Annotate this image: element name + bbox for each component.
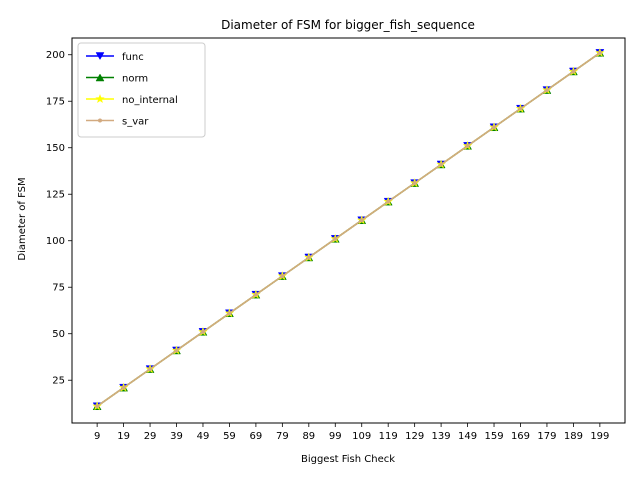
x-tick-label: 169 <box>511 431 530 442</box>
data-point <box>492 125 497 130</box>
legend: func norm no_internal s_var <box>77 42 206 138</box>
y-tick-label: 100 <box>46 236 65 247</box>
data-point <box>280 274 285 279</box>
x-tick-label: 29 <box>144 431 157 442</box>
legend-item: no_internal <box>86 94 178 106</box>
legend-label: no_internal <box>122 95 178 106</box>
x-tick-label: 199 <box>590 431 609 442</box>
x-tick-label: 39 <box>170 431 183 442</box>
legend-marker <box>95 73 105 82</box>
data-point <box>121 385 126 390</box>
legend-marker <box>95 94 105 103</box>
data-point <box>439 162 444 167</box>
x-axis-label: Biggest Fish Check <box>301 454 395 465</box>
legend-item: s_var <box>86 117 149 128</box>
axes-ticks: 9 19 29 39 49 59 69 79 89 99 109 119 129 139 149 159 169… <box>46 50 610 442</box>
x-tick-label: 99 <box>329 431 342 442</box>
data-point <box>386 199 391 204</box>
x-tick-label: 19 <box>117 431 130 442</box>
legend-item: func <box>86 52 144 63</box>
plot-area <box>92 47 605 411</box>
legend-item: norm <box>86 73 148 85</box>
plot-frame <box>71 37 626 424</box>
x-tick-label: 69 <box>250 431 263 442</box>
y-tick-label: 50 <box>52 329 65 340</box>
data-point <box>544 88 549 93</box>
legend-box <box>77 42 206 138</box>
data-point <box>359 218 364 223</box>
y-tick-label: 25 <box>52 376 65 387</box>
data-point <box>597 50 602 55</box>
x-tick-label: 9 <box>94 431 100 442</box>
data-point <box>333 236 338 241</box>
x-tick-label: 109 <box>352 431 371 442</box>
data-point <box>200 329 205 334</box>
y-tick-label: 200 <box>46 50 65 61</box>
x-tick-label: 179 <box>537 431 556 442</box>
x-tick-label: 189 <box>564 431 583 442</box>
chart-title: Diameter of FSM for bigger_fish_sequence <box>221 18 475 32</box>
y-tick-label: 75 <box>52 283 65 294</box>
x-tick-label: 59 <box>223 431 236 442</box>
data-point <box>174 348 179 353</box>
legend-marker <box>98 118 102 123</box>
data-point <box>253 292 258 297</box>
legend-label: norm <box>122 74 148 85</box>
y-axis-label: Diameter of FSM <box>17 177 28 260</box>
x-tick-label: 79 <box>276 431 289 442</box>
y-tick-label: 150 <box>46 143 65 154</box>
x-tick-label: 89 <box>302 431 315 442</box>
data-point <box>306 255 311 260</box>
x-tick-label: 49 <box>197 431 210 442</box>
x-tick-label: 119 <box>379 431 398 442</box>
data-point <box>95 404 100 409</box>
x-tick-label: 159 <box>484 431 503 442</box>
legend-label: s_var <box>122 117 149 128</box>
data-point <box>412 181 417 186</box>
data-point <box>518 106 523 111</box>
data-point <box>148 367 153 372</box>
series-line <box>96 52 601 407</box>
legend-marker <box>95 52 105 61</box>
legend-label: func <box>122 52 144 63</box>
series-s-var <box>95 50 602 409</box>
data-point <box>227 311 232 316</box>
x-tick-label: 149 <box>458 431 477 442</box>
data-point <box>465 143 470 148</box>
y-tick-label: 175 <box>46 97 65 108</box>
y-tick-label: 125 <box>46 190 65 201</box>
x-tick-label: 139 <box>432 431 451 442</box>
data-point <box>571 69 576 74</box>
x-tick-label: 129 <box>405 431 424 442</box>
